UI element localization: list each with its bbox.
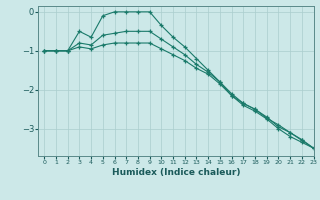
- X-axis label: Humidex (Indice chaleur): Humidex (Indice chaleur): [112, 168, 240, 177]
